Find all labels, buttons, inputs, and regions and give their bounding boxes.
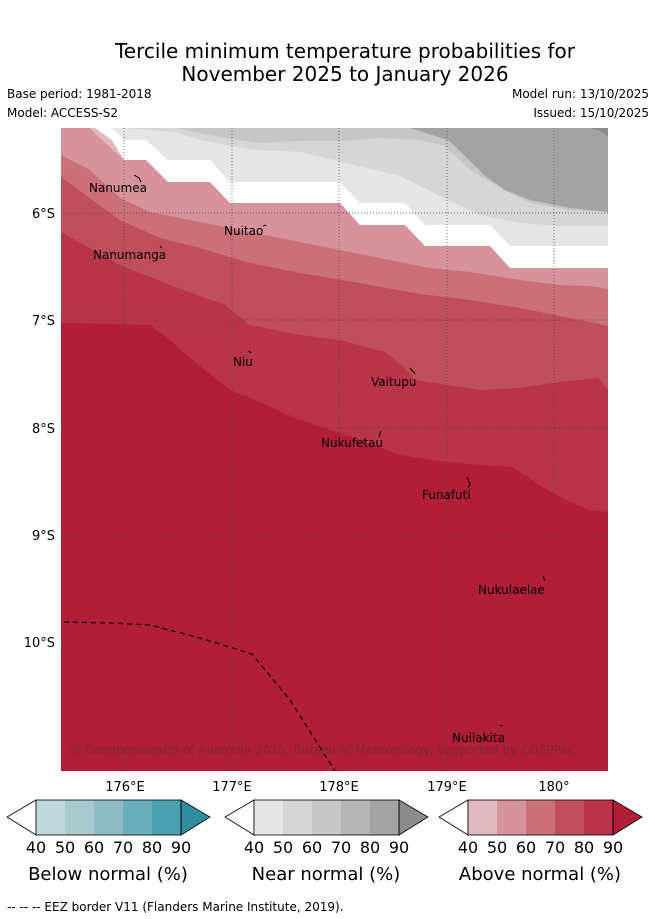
legend-near-50 (283, 800, 312, 835)
legend-above-tick: 90 (603, 838, 623, 857)
legend-near-frame (253, 799, 400, 836)
legend-above-normal: 40 50 60 70 80 90 Above normal (%) (438, 799, 643, 885)
legend-below-40 (36, 800, 65, 835)
lat-axis: 6°S 7°S 8°S 9°S 10°S (24, 207, 55, 651)
legend-near-tick: 60 (302, 838, 322, 857)
place-label-nukulaelae: Nukulaelae (478, 583, 545, 597)
model-run: Model run: 13/10/2025 (511, 87, 649, 101)
island-mark-nukufetau (378, 430, 382, 438)
island-markers (133, 174, 546, 727)
region-near-80 (410, 128, 608, 212)
legend-above-80 (584, 800, 613, 835)
legend-below-title: Below normal (%) (28, 864, 188, 885)
legend-near-80 (370, 800, 399, 835)
legend-below-tick: 80 (142, 838, 162, 857)
legend-above-60 (526, 800, 555, 835)
legend-below-tick: 40 (26, 838, 46, 857)
title-line-1: Tercile minimum temperature probabilitie… (114, 39, 576, 63)
legend-below-tick: 70 (113, 838, 133, 857)
island-mark-nukulaelae (542, 575, 546, 582)
lat-tick-6: 6°S (32, 207, 55, 222)
chart-title: Tercile minimum temperature probabilitie… (0, 40, 655, 86)
lon-tick-178: 178°E (319, 780, 359, 795)
place-label-nuitao: Nuitao (224, 224, 263, 238)
place-label-nanumea: Nanumea (89, 181, 147, 195)
lat-tick-7: 7°S (32, 314, 55, 329)
place-label-nuilakita: Nuilakita (452, 731, 505, 745)
legend-above-ticks: 40 50 60 70 80 90 (458, 838, 623, 857)
legend-near-tick: 70 (331, 838, 351, 857)
lat-tick-8: 8°S (32, 422, 55, 437)
legend-near-title: Near normal (%) (252, 864, 401, 885)
legend-below-60 (94, 800, 123, 835)
place-label-nanumanga: Nanumanga (93, 248, 166, 262)
legend-above-40 (468, 800, 497, 835)
place-label-funafuti: Funafuti (422, 488, 471, 502)
gridlines (61, 128, 608, 771)
legend-near-tick: 80 (360, 838, 380, 857)
island-mark-niu (248, 350, 252, 354)
island-mark-nanumea (133, 174, 142, 183)
legend-above-50 (497, 800, 526, 835)
legend-near-ticks: 40 50 60 70 80 90 (244, 838, 409, 857)
legend-near-40 (254, 800, 283, 835)
legend-above-tick: 80 (574, 838, 594, 857)
legend-below-50 (65, 800, 94, 835)
island-mark-nuitao (262, 224, 267, 227)
place-label-niu: Niu (233, 355, 253, 369)
lat-tick-9: 9°S (32, 529, 55, 544)
island-mark-vaitupu (409, 367, 416, 375)
island-mark-nanumanga (159, 245, 163, 249)
legend-near-tick: 90 (389, 838, 409, 857)
lon-axis: 176°E 177°E 178°E 179°E 180° (105, 780, 569, 795)
legend-near-70 (341, 800, 370, 835)
legend-above-tick: 40 (458, 838, 478, 857)
legend-below-frame (35, 799, 182, 836)
lat-tick-10: 10°S (24, 636, 55, 651)
legend-above-90 (612, 799, 643, 836)
legend-above-tick: 60 (516, 838, 536, 857)
legend-above-tick: 50 (487, 838, 507, 857)
place-label-nukufetau: Nukufetau (321, 436, 383, 450)
legend-near-low-cap (224, 799, 255, 836)
lon-tick-179: 179°E (427, 780, 467, 795)
place-labels: Nanumea Nanumanga Nuitao Niu Vaitupu Nuk… (89, 181, 545, 745)
model-name: Model: ACCESS-S2 (7, 106, 119, 120)
legend-below-tick: 60 (84, 838, 104, 857)
legend-below-normal: 40 50 60 70 80 90 Below normal (%) (6, 799, 211, 885)
legend-above-tick: 70 (545, 838, 565, 857)
legend-near-normal: 40 50 60 70 80 90 Near normal (%) (224, 799, 429, 885)
lon-tick-177: 177°E (212, 780, 252, 795)
legend-near-90 (398, 799, 429, 836)
island-mark-funafuti (466, 476, 471, 489)
legend-below-80 (152, 800, 181, 835)
place-label-vaitupu: Vaitupu (371, 375, 417, 389)
legend-below-70 (123, 800, 152, 835)
legend-above-frame (467, 799, 614, 836)
legend-below-90 (180, 799, 211, 836)
island-mark-nuilakita (499, 724, 504, 727)
eez-footnote: -- -- -- EEZ border V11 (Flanders Marine… (7, 900, 344, 914)
legend-above-low-cap (438, 799, 469, 836)
legend-below-tick: 90 (171, 838, 191, 857)
eez-border (63, 621, 336, 772)
title-line-2: November 2025 to January 2026 (181, 62, 509, 86)
legend-near-tick: 40 (244, 838, 264, 857)
base-period: Base period: 1981-2018 (7, 87, 152, 101)
legend-below-ticks: 40 50 60 70 80 90 (26, 838, 191, 857)
legend-below-tick: 50 (55, 838, 75, 857)
issued-date: Issued: 15/10/2025 (533, 106, 649, 120)
copyright-notice: © Commonwealth of Australia 2025, Bureau… (69, 743, 574, 757)
legend-above-70 (555, 800, 584, 835)
lon-tick-180: 180° (538, 780, 569, 795)
contour-layer (61, 128, 608, 771)
region-near-90 (590, 128, 608, 136)
legend-near-tick: 50 (273, 838, 293, 857)
legend-near-60 (312, 800, 341, 835)
legend-above-title: Above normal (%) (459, 864, 621, 885)
lon-tick-176: 176°E (105, 780, 145, 795)
legend-below-low-cap (6, 799, 37, 836)
